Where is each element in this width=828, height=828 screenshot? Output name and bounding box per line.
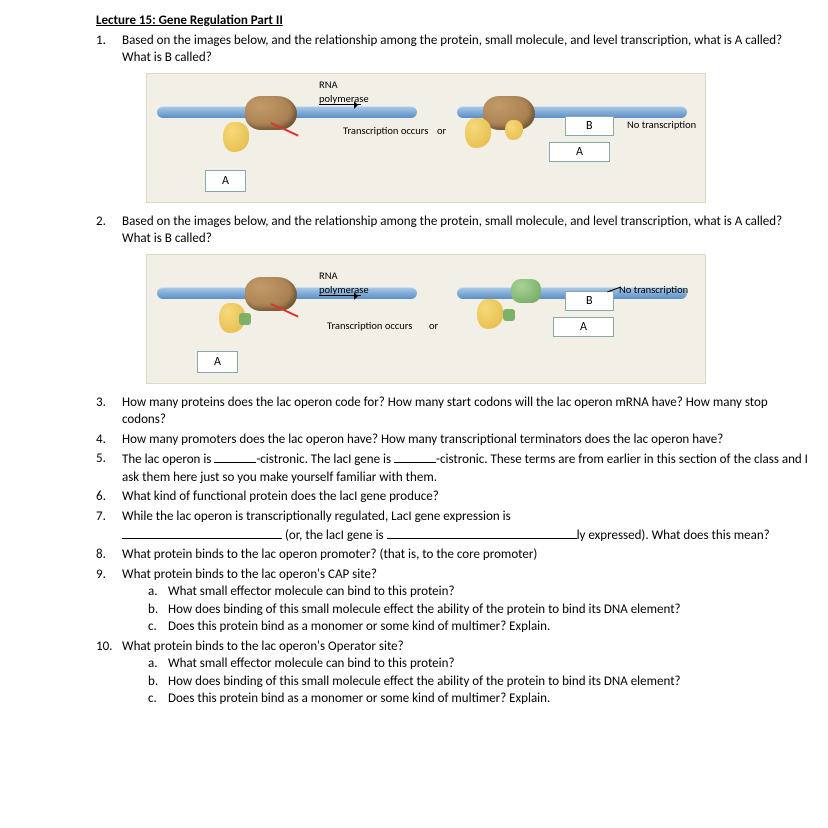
- lecture-title: Lecture 15: Gene Regulation Part II: [96, 12, 810, 30]
- q1-text: Based on the images below, and the relat…: [122, 33, 782, 66]
- q10b-text: How does binding of this small molecule …: [168, 674, 681, 689]
- q9c-text: Does this protein bind as a monomer or s…: [168, 619, 550, 634]
- box-a-left-2: A: [197, 351, 238, 373]
- q10-text: What protein binds to the lac operon's O…: [122, 639, 404, 654]
- q2-text: Based on the images below, and the relat…: [122, 214, 782, 247]
- transcription-occurs-2: Transcription occurs: [327, 319, 412, 333]
- question-list: 1.Based on the images below, and the rel…: [18, 32, 810, 708]
- q7-text: While the lac operon is transcriptionall…: [122, 509, 770, 543]
- box-b: B: [565, 116, 614, 136]
- q4-text: How many promoters does the lac operon h…: [122, 432, 723, 447]
- q9-text: What protein binds to the lac operon's C…: [122, 567, 377, 582]
- box-a-right: A: [549, 142, 610, 162]
- q10c-text: Does this protein bind as a monomer or s…: [168, 691, 550, 706]
- q9a-text: What small effector molecule can bind to…: [168, 584, 454, 599]
- transcription-occurs: Transcription occurs: [343, 124, 428, 138]
- box-b-2: B: [565, 291, 614, 311]
- q8-text: What protein binds to the lac operon pro…: [122, 547, 537, 562]
- diagram-2: RNA polymerase Transcription occurs or A…: [146, 254, 706, 384]
- no-transcription-2: No transcription: [619, 283, 688, 297]
- no-transcription-1: No transcription: [627, 118, 696, 132]
- box-a-right-2: A: [553, 317, 614, 337]
- q5-text: The lac operon is -cistronic. The lacI g…: [122, 452, 808, 485]
- q3-text: How many proteins does the lac operon co…: [122, 395, 768, 428]
- or-label-2: or: [429, 319, 438, 333]
- or-label-1: or: [437, 124, 446, 138]
- diagram-1: RNA polymerase Transcription occurs or A…: [146, 73, 706, 203]
- q10a-text: What small effector molecule can bind to…: [168, 656, 454, 671]
- q9b-text: How does binding of this small molecule …: [168, 602, 681, 617]
- box-a-left: A: [205, 170, 246, 192]
- q6-text: What kind of functional protein does the…: [122, 489, 439, 504]
